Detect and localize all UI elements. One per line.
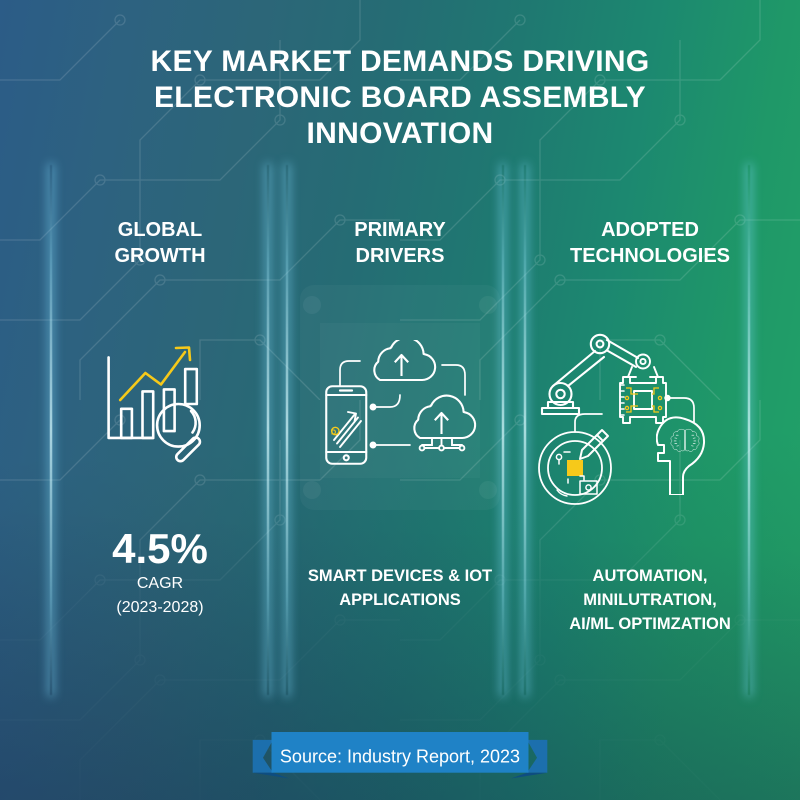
svg-text:Source: Industry Report, 2023: Source: Industry Report, 2023 bbox=[280, 746, 520, 766]
